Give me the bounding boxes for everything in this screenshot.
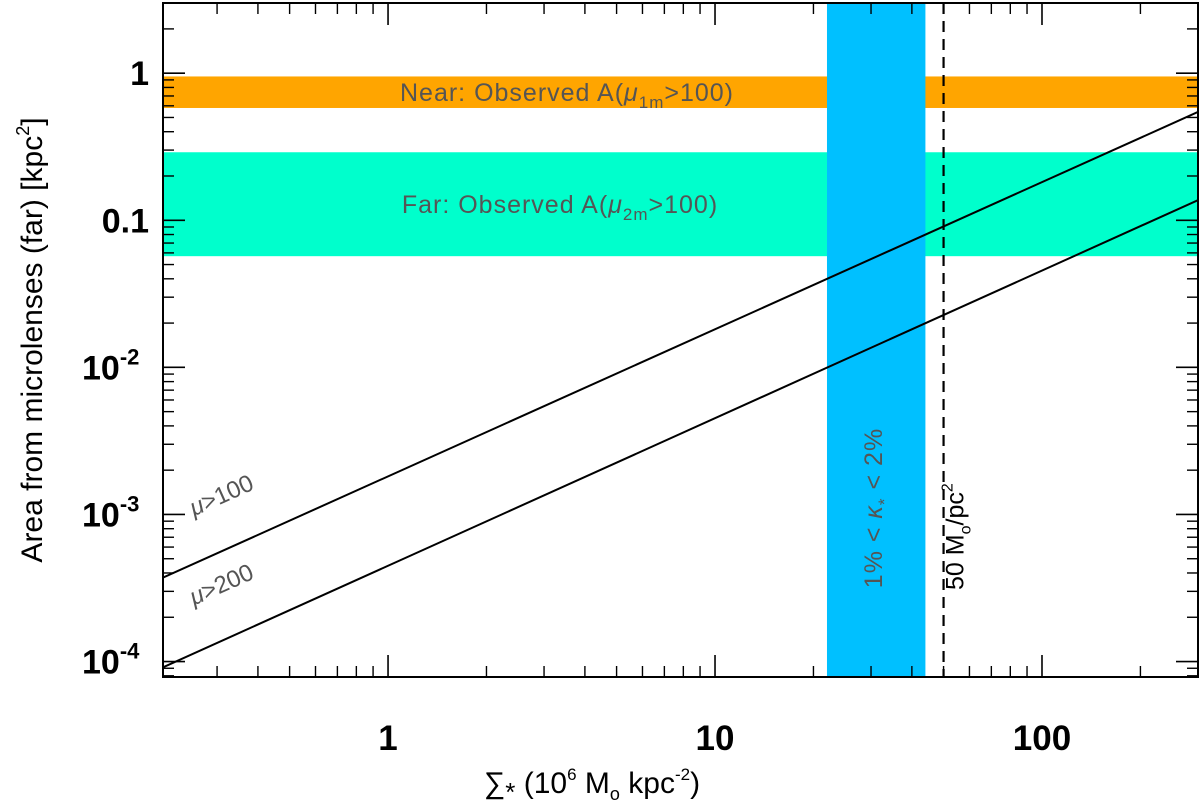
superscript: 6 xyxy=(567,765,576,784)
subscript: o xyxy=(958,525,975,534)
series-line-1 xyxy=(163,199,1198,669)
axis-ticks xyxy=(163,2,1199,677)
superscript: 2 xyxy=(940,483,957,492)
mu-symbol: μ xyxy=(607,191,623,219)
plot-content xyxy=(163,3,1198,677)
y-tick-label: 1 xyxy=(130,55,149,93)
plot-frame xyxy=(162,2,1199,678)
vband-label-text: 1% < xyxy=(860,519,888,589)
y-tick-exponent: -3 xyxy=(120,491,140,516)
subscript: * xyxy=(505,777,515,807)
x-axis-title-text: M xyxy=(577,767,610,800)
hband-label-1: Far: Observed A(μ2m>100) xyxy=(402,191,718,224)
mu-symbol: μ xyxy=(623,79,639,107)
series-label-text: >200 xyxy=(197,559,257,606)
axis-labels: Near: Observed A(μ1m>100)Far: Observed A… xyxy=(13,55,1071,807)
subscript: 2m xyxy=(623,205,649,224)
y-tick-label: 0.1 xyxy=(102,202,149,240)
y-tick-mantissa: 10 xyxy=(82,349,120,387)
hband-0 xyxy=(163,76,1198,108)
y-tick-label: 10-4 xyxy=(82,639,140,682)
vband-label: 1% < κ* < 2% xyxy=(860,428,894,588)
subscript: * xyxy=(875,497,894,505)
superscript: 2 xyxy=(13,126,33,136)
y-axis-title: Area from microlenses (far) [kpc2] xyxy=(13,117,49,562)
series-line-0 xyxy=(163,111,1198,579)
hband-label-text: Far: Observed A( xyxy=(402,191,608,219)
kappa-symbol: κ xyxy=(860,505,888,519)
y-tick-mantissa: 10 xyxy=(82,644,120,682)
hband-label-0: Near: Observed A(μ1m>100) xyxy=(400,79,734,112)
x-axis-title-text: (10 xyxy=(515,767,567,800)
x-axis-title: ∑* (106 Mo kpc-2) xyxy=(484,765,700,807)
sigma-symbol: ∑ xyxy=(484,767,505,800)
vband xyxy=(826,3,926,677)
y-tick-label: 10-3 xyxy=(82,491,139,534)
x-tick-label: 100 xyxy=(1013,719,1071,758)
plot-area xyxy=(163,3,1198,677)
x-axis-title-text: kpc xyxy=(620,767,675,800)
hband-1 xyxy=(163,152,1198,257)
x-tick-label: 10 xyxy=(696,719,735,758)
y-axis-title-text: ] xyxy=(16,117,49,125)
series-label-0: μ>100 xyxy=(184,470,257,523)
x-tick-label: 1 xyxy=(378,719,397,758)
hband-label-text: >100) xyxy=(664,79,734,107)
series-label-1: μ>200 xyxy=(184,559,257,612)
hband-label-text: >100) xyxy=(649,191,719,219)
vband-label-text: < 2% xyxy=(860,428,888,498)
subscript: 1m xyxy=(639,93,665,112)
x-axis-title-text: ) xyxy=(690,767,700,800)
y-tick-mantissa: 10 xyxy=(82,496,120,534)
vline-label-text: /pc xyxy=(942,492,970,525)
subscript: o xyxy=(610,784,620,804)
y-axis-title-text: Area from microlenses (far) [kpc xyxy=(16,136,49,563)
superscript: -2 xyxy=(675,765,690,784)
hband-label-text: Near: Observed A( xyxy=(400,79,624,107)
vline-label-text: 50 M xyxy=(942,534,970,590)
y-tick-exponent: -2 xyxy=(120,344,140,369)
y-tick-exponent: -4 xyxy=(120,639,140,664)
vline-label: 50 Mo/pc2 xyxy=(940,483,975,590)
y-tick-label: 10-2 xyxy=(82,344,139,387)
series-label-text: >100 xyxy=(197,470,257,517)
